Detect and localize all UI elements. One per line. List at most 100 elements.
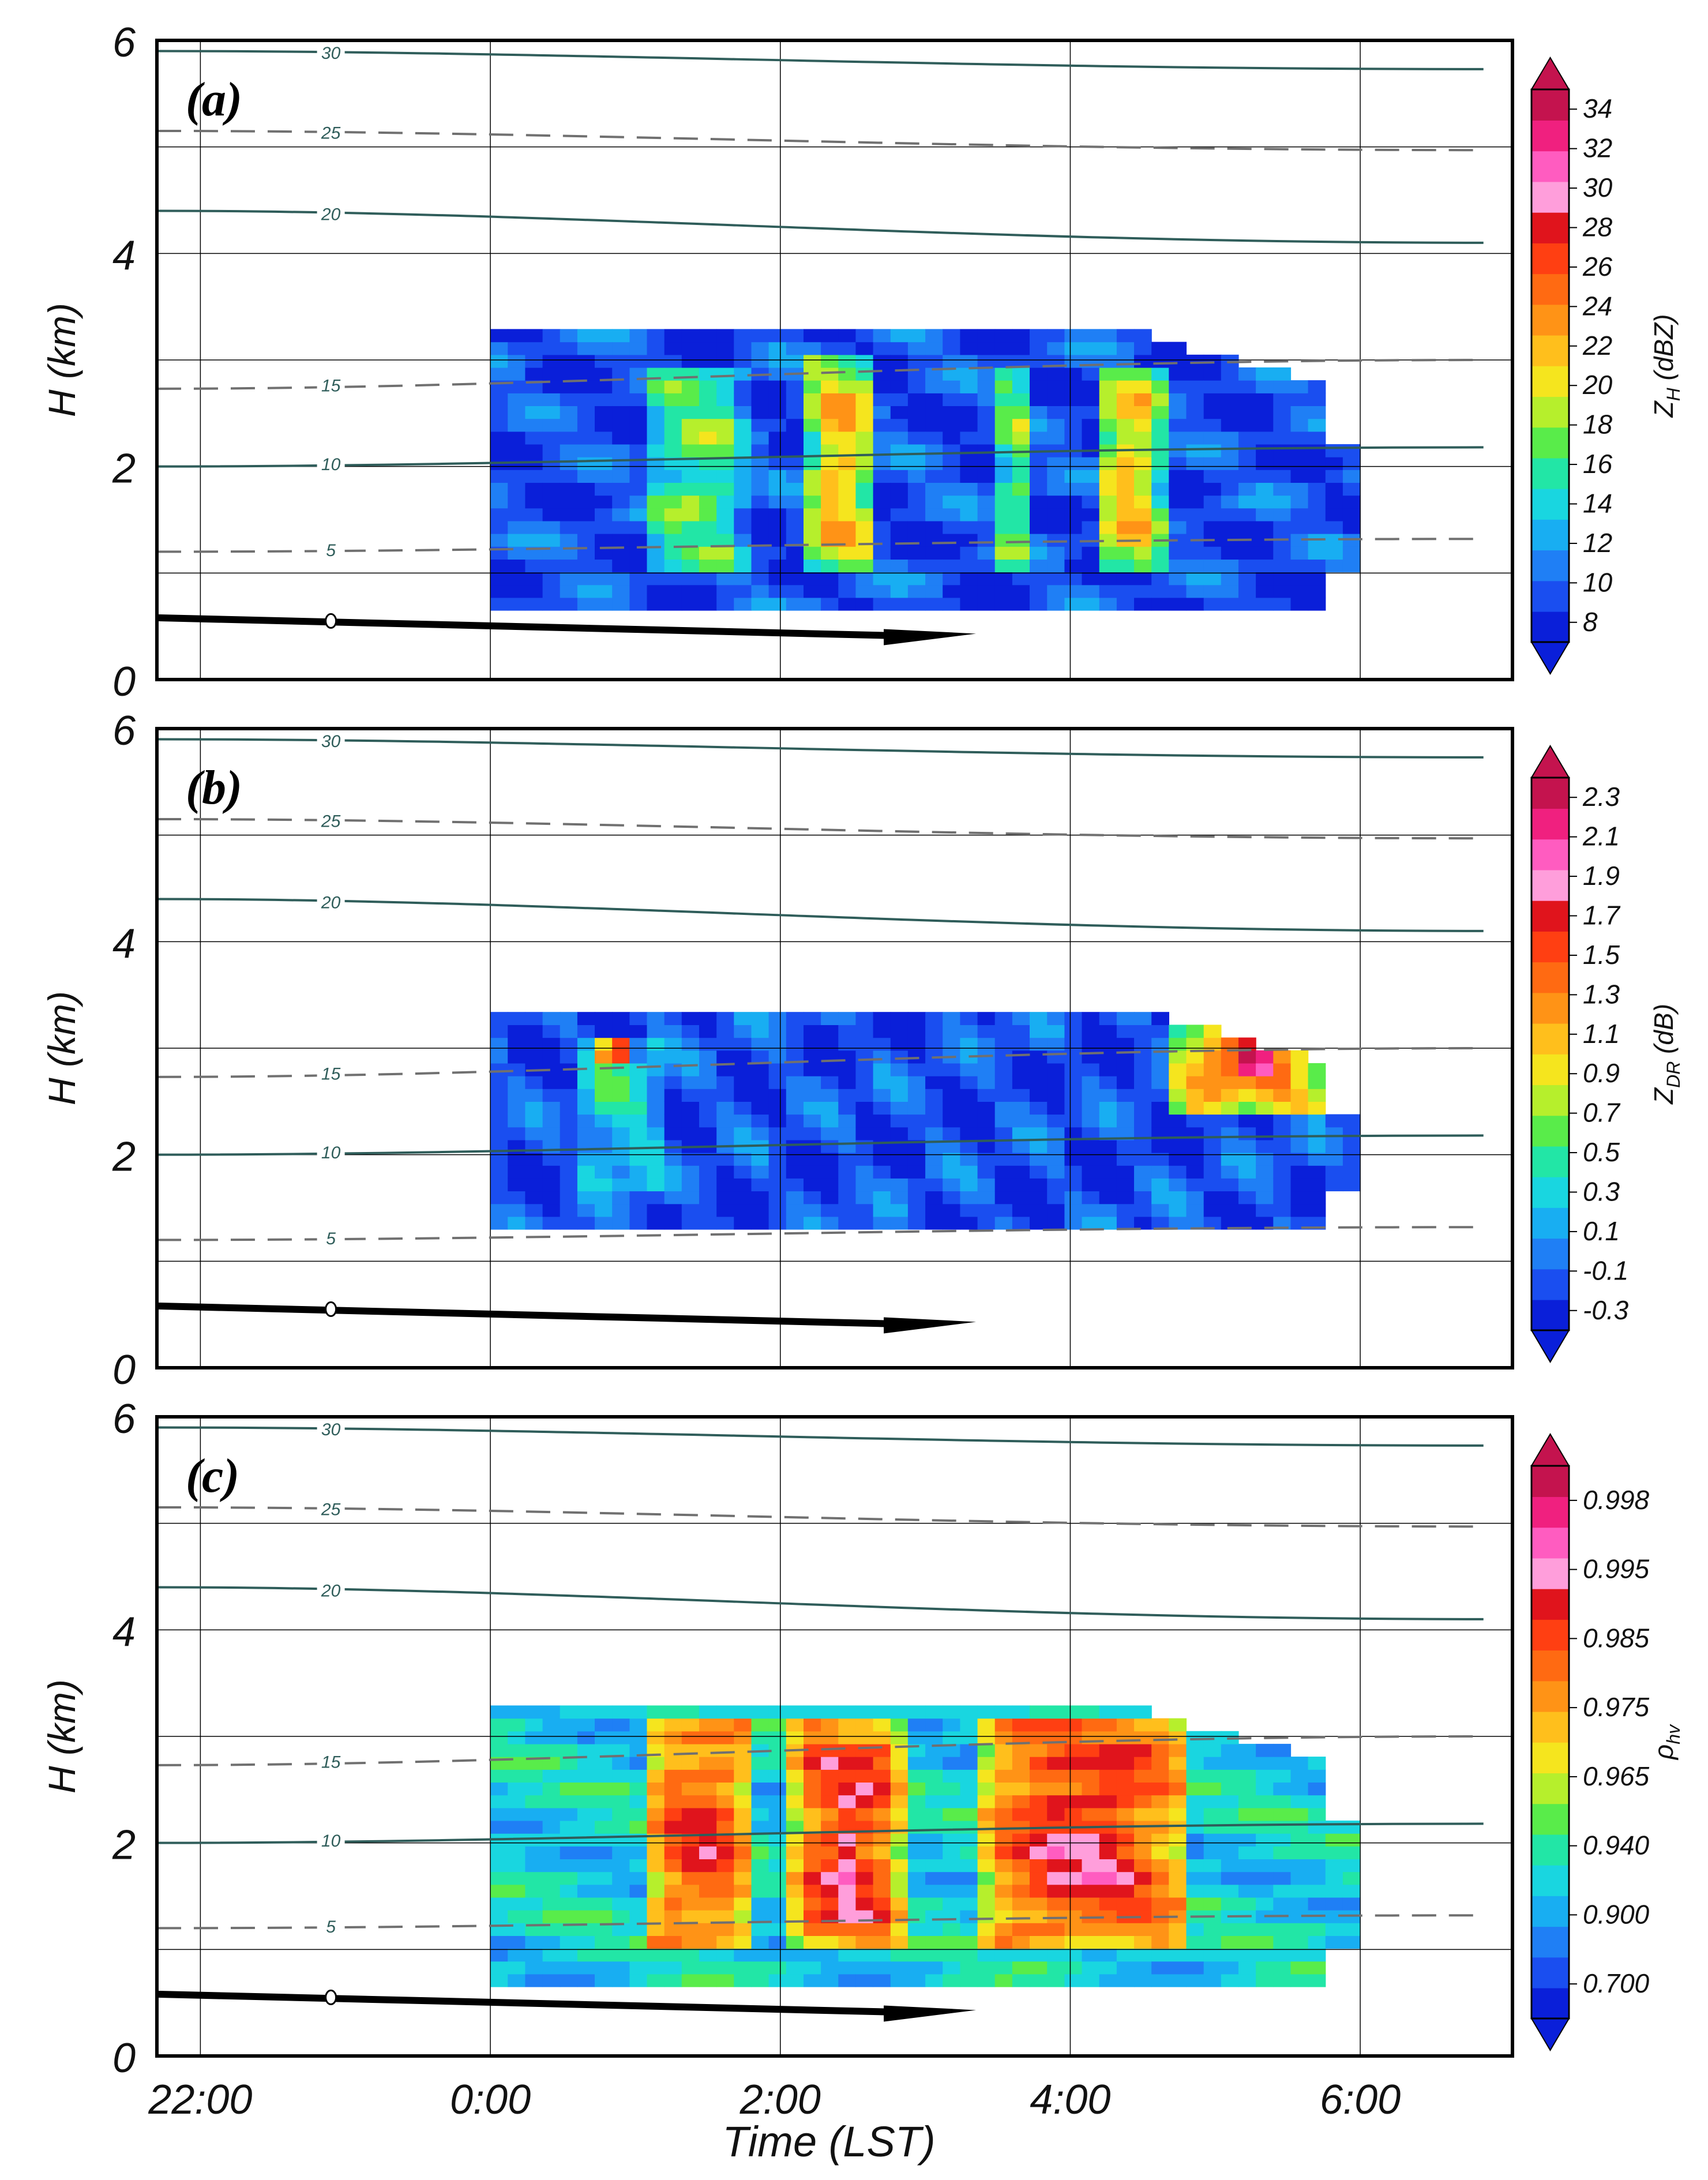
panel-b-colorbar-segment — [1531, 1023, 1569, 1055]
panel-c-echo-cell — [1325, 1833, 1343, 1847]
panel-b-echo-cell — [734, 1114, 752, 1128]
panel-a-echo-cell — [943, 520, 960, 534]
panel-b-echo-cell — [890, 1203, 909, 1217]
panel-c-echo-cell — [977, 1769, 996, 1783]
panel-a-echo-cell — [1273, 572, 1292, 586]
panel-a-echo-cell — [1134, 354, 1152, 368]
panel-a-echo-cell — [577, 418, 595, 432]
panel-a-echo-cell — [1221, 520, 1239, 534]
panel-a-echo-cell — [1186, 470, 1204, 483]
panel-c-echo-cell — [595, 1884, 613, 1898]
panel-a-echo-cell — [1308, 559, 1326, 573]
panel-a-echo-cell — [595, 329, 613, 343]
panel-b-echo-cell — [525, 1216, 543, 1230]
panel-a-colorbar-segment — [1531, 89, 1569, 121]
panel-a-echo-cell — [1169, 546, 1187, 560]
panel-a-echo-cell — [716, 534, 734, 547]
panel-c-echo-cell — [560, 1973, 578, 1987]
panel-a-echo-cell — [977, 470, 996, 483]
panel-b-echo-cell — [1064, 1012, 1083, 1025]
panel-b-echo-cell — [629, 1089, 648, 1102]
panel-c-echo-cell — [734, 1871, 752, 1885]
panel-b-echo-cell — [1116, 1037, 1135, 1051]
panel-c-echo-cell — [1273, 1782, 1292, 1796]
panel-a-echo-cell — [1221, 508, 1239, 521]
panel-a-echo-cell — [786, 482, 804, 496]
panel-a-echo-cell — [1169, 418, 1187, 432]
panel-c-echo-cell — [560, 1731, 578, 1744]
panel-c-echo-cell — [629, 1718, 648, 1732]
panel-b-colorbar-segment — [1531, 1054, 1569, 1086]
panel-a-echo-cell — [855, 380, 874, 393]
panel-b-echo-cell — [960, 1127, 978, 1140]
panel-b-echo-cell — [664, 1076, 682, 1089]
panel-a-echo-cell — [577, 329, 595, 343]
panel-c-echo-cell — [525, 1718, 543, 1732]
panel-a-echo-cell — [1238, 572, 1256, 586]
panel-b-echo-cell — [821, 1037, 839, 1051]
panel-a-echo-cell — [525, 572, 543, 586]
panel-b-echo-cell — [786, 1216, 804, 1230]
panel-c-echo-cell — [943, 1807, 960, 1821]
panel-b-echo-cell — [681, 1191, 700, 1205]
panel-a-echo-cell — [838, 342, 857, 355]
panel-a-echo-cell — [786, 495, 804, 509]
panel-a-echo-cell — [751, 572, 769, 586]
panel-c-echo-cell — [1030, 1935, 1048, 1949]
panel-c-echo-cell — [838, 1961, 857, 1975]
panel-c-echo-cell — [542, 1859, 561, 1873]
panel-c-echo-cell — [838, 1807, 857, 1821]
panel-a-echo-cell — [699, 584, 717, 598]
panel-c-echo-cell — [1082, 1846, 1100, 1859]
panel-c-echo-cell — [804, 1769, 821, 1783]
panel-c-echo-cell — [560, 1910, 578, 1923]
panel-a-echo-cell — [994, 597, 1013, 611]
panel-a-echo-cell — [508, 520, 525, 534]
panel-b-colorbar-label: 1.7 — [1583, 900, 1620, 930]
panel-a-echo-cell — [1116, 470, 1135, 483]
panel-b-echo-cell — [1012, 1114, 1030, 1128]
panel-b-echo-cell — [925, 1165, 943, 1179]
panel-c-echo-cell — [1342, 1846, 1361, 1859]
panel-c-echo-cell — [1238, 1961, 1256, 1975]
panel-b-echo-cell — [1203, 1025, 1222, 1038]
panel-a-echo-cell — [577, 572, 595, 586]
panel-b-echo-cell — [1203, 1216, 1222, 1230]
panel-a-echo-cell — [1256, 584, 1274, 598]
panel-c-echo-cell — [1308, 1935, 1326, 1949]
panel-a-echo-cell — [1290, 470, 1309, 483]
panel-c-echo-cell — [907, 1871, 926, 1885]
panel-b-echo-cell — [595, 1101, 613, 1115]
panel-c-echo-cell — [647, 1795, 665, 1808]
panel-c-echo-cell — [490, 1859, 508, 1873]
panel-a-echo-cell — [716, 406, 734, 419]
panel-b-echo-cell — [1082, 1165, 1100, 1179]
panel-a-echo-cell — [1047, 520, 1065, 534]
panel-c-echo-cell — [838, 1935, 857, 1949]
panel-b-echo-cell — [1203, 1178, 1222, 1192]
panel-b-echo-cell — [664, 1114, 682, 1128]
panel-a-echo-cell — [855, 406, 874, 419]
panel-a-echo-cell — [925, 431, 943, 445]
panel-b-echo-cell — [612, 1012, 630, 1025]
panel-b-echo-cell — [1256, 1216, 1274, 1230]
panel-b-echo-cell — [838, 1076, 857, 1089]
panel-b-echo-cell — [768, 1165, 787, 1179]
panel-c-echo-cell — [1012, 1923, 1030, 1936]
panel-a-echo-cell — [804, 406, 821, 419]
panel-b-echo-cell — [542, 1203, 561, 1217]
panel-c-echo-cell — [490, 1731, 508, 1744]
panel-a-echo-cell — [1290, 495, 1309, 509]
panel-a-echo-cell — [525, 534, 543, 547]
panel-a-echo-cell — [1169, 354, 1187, 368]
panel-c-echo-cell — [1064, 1910, 1083, 1923]
panel-c-echo-cell — [873, 1757, 891, 1770]
panel-c-echo-cell — [508, 1782, 525, 1796]
panel-c-echo-cell — [838, 1897, 857, 1911]
panel-c-echo-cell — [1308, 1871, 1326, 1885]
panel-a-echo-cell — [699, 418, 717, 432]
panel-a-echo-cell — [699, 380, 717, 393]
panel-a-echo-cell — [1116, 546, 1135, 560]
panel-b-echo-cell — [1186, 1050, 1204, 1064]
panel-b-echo-cell — [612, 1216, 630, 1230]
